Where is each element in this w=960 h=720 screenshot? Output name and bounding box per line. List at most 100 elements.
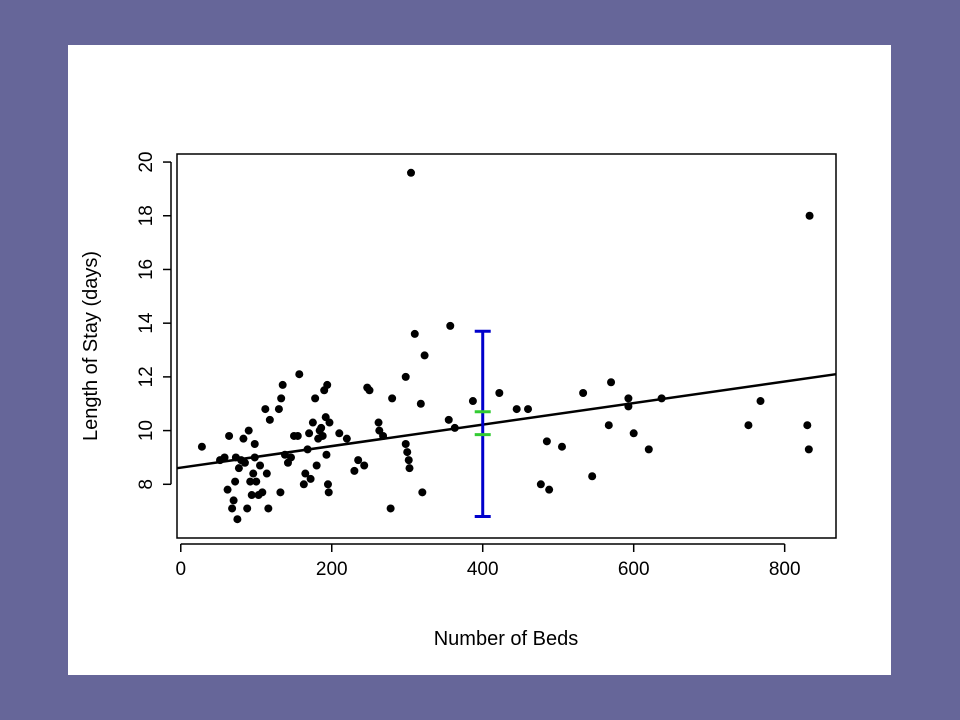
data-point xyxy=(744,421,753,430)
x-tick-label: 200 xyxy=(316,559,348,580)
data-point xyxy=(225,431,234,440)
data-point xyxy=(624,402,633,411)
x-tick-label: 0 xyxy=(175,559,186,580)
slide-panel: 0 200 400 600 800 8 10 12 14 16 18 20 Number of Be… xyxy=(68,45,891,675)
data-point xyxy=(335,429,344,438)
data-point xyxy=(536,480,545,489)
data-point xyxy=(286,453,295,462)
data-point xyxy=(250,440,259,449)
data-point xyxy=(243,504,252,513)
data-point xyxy=(403,448,412,457)
data-point xyxy=(276,488,285,497)
data-point xyxy=(579,388,588,397)
interval-bars xyxy=(474,329,491,519)
data-point xyxy=(607,378,616,387)
plot-box xyxy=(176,153,837,539)
data-point xyxy=(277,394,286,403)
data-point xyxy=(657,394,666,403)
data-point xyxy=(629,429,638,438)
data-point xyxy=(365,386,374,395)
data-point xyxy=(407,168,416,177)
data-point xyxy=(240,458,249,467)
data-point xyxy=(197,442,206,451)
y-tick-label: 10 xyxy=(136,420,157,441)
data-point xyxy=(444,415,453,424)
data-point xyxy=(317,423,326,432)
data-point xyxy=(756,397,765,406)
data-point xyxy=(223,485,232,494)
data-point xyxy=(247,491,256,500)
data-point xyxy=(524,405,533,414)
data-point xyxy=(306,474,315,483)
data-point xyxy=(262,469,271,478)
data-point xyxy=(323,380,332,389)
data-point xyxy=(323,480,332,489)
data-point xyxy=(350,466,359,475)
data-point xyxy=(228,504,237,513)
data-point xyxy=(312,461,321,470)
data-point xyxy=(261,405,270,414)
data-point xyxy=(410,329,419,338)
data-point xyxy=(244,426,253,435)
data-point xyxy=(233,515,242,524)
data-point xyxy=(295,370,304,379)
data-point xyxy=(342,434,351,443)
y-tick-label: 16 xyxy=(136,259,157,280)
regression-line-group xyxy=(176,372,837,470)
data-point xyxy=(401,440,410,449)
data-point xyxy=(256,461,265,470)
data-point xyxy=(303,445,312,454)
data-point xyxy=(644,445,653,454)
x-tick-label: 400 xyxy=(467,559,499,580)
data-point xyxy=(354,456,363,465)
data-points xyxy=(197,168,814,524)
data-point xyxy=(512,405,521,414)
data-point xyxy=(542,437,551,446)
y-axis-title: Length of Stay (days) xyxy=(80,251,102,441)
data-point xyxy=(280,450,289,459)
data-point xyxy=(446,321,455,330)
data-point xyxy=(265,415,274,424)
data-point xyxy=(405,464,414,473)
data-point xyxy=(374,418,383,427)
data-point xyxy=(278,380,287,389)
scatter-plot: 0 200 400 600 800 8 10 12 14 16 18 20 Number of Be… xyxy=(80,151,837,650)
y-axis: 8 10 12 14 16 18 20 xyxy=(136,151,172,490)
data-point xyxy=(388,394,397,403)
data-point xyxy=(318,431,327,440)
data-point xyxy=(418,488,427,497)
data-point xyxy=(258,488,267,497)
data-point xyxy=(468,397,477,406)
data-point xyxy=(252,477,261,486)
data-point xyxy=(588,472,597,481)
y-tick-label: 8 xyxy=(136,479,157,490)
data-point xyxy=(322,450,331,459)
data-point xyxy=(401,372,410,381)
data-point xyxy=(324,488,333,497)
data-point xyxy=(264,504,273,513)
data-point xyxy=(250,453,259,462)
data-point xyxy=(545,485,554,494)
data-point xyxy=(557,442,566,451)
x-axis-title: Number of Beds xyxy=(434,628,579,650)
y-tick-label: 12 xyxy=(136,366,157,387)
data-point xyxy=(416,399,425,408)
data-point xyxy=(246,477,255,486)
data-point xyxy=(495,388,504,397)
data-point xyxy=(311,394,320,403)
data-point xyxy=(804,445,813,454)
data-point xyxy=(604,421,613,430)
y-tick-label: 18 xyxy=(136,205,157,226)
x-tick-label: 600 xyxy=(618,559,650,580)
data-point xyxy=(220,453,229,462)
data-point xyxy=(386,504,395,513)
data-point xyxy=(299,480,308,489)
data-point xyxy=(420,351,429,360)
data-point xyxy=(274,405,283,414)
data-point xyxy=(450,423,459,432)
data-point xyxy=(305,429,314,438)
data-point xyxy=(231,477,240,486)
data-point xyxy=(360,461,369,470)
data-point xyxy=(379,431,388,440)
x-tick-label: 800 xyxy=(769,559,801,580)
